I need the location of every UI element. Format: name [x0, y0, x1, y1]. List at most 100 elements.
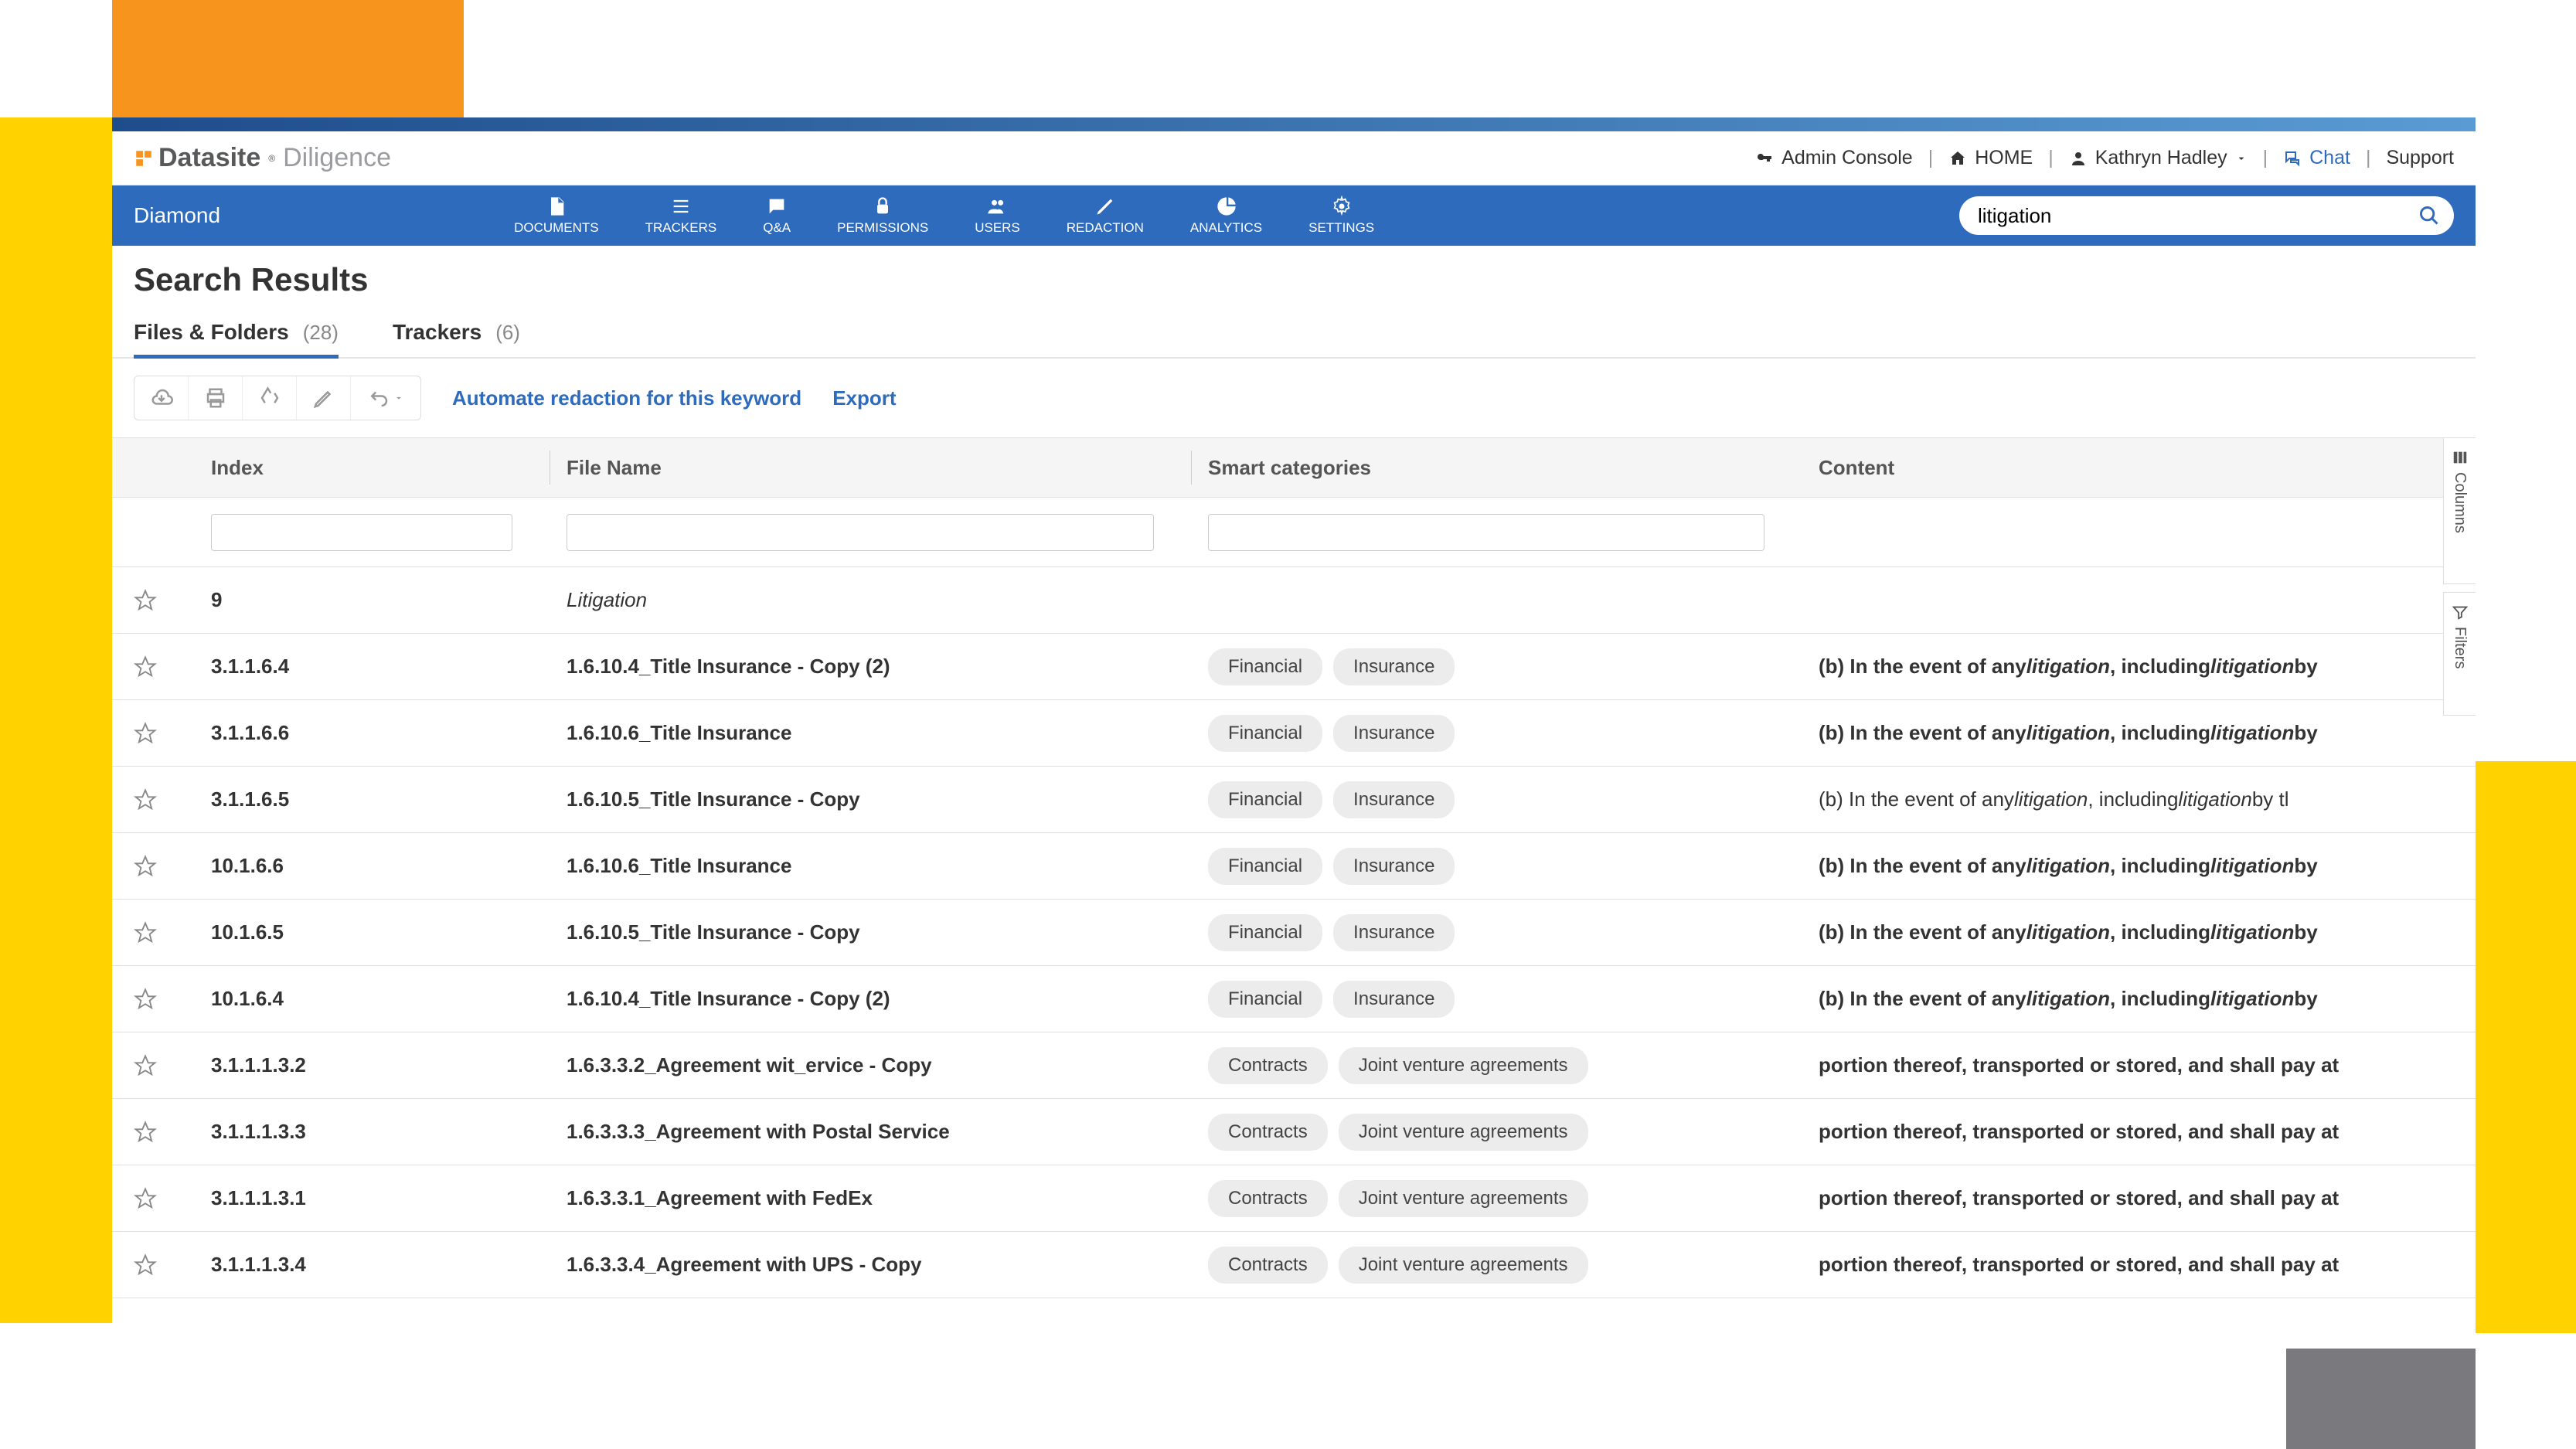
star-icon[interactable] — [134, 1121, 157, 1144]
table-row[interactable]: 10.1.6.41.6.10.4_Title Insurance - Copy … — [112, 966, 2476, 1032]
category-chip[interactable]: Contracts — [1208, 1180, 1328, 1217]
category-chip[interactable]: Insurance — [1333, 848, 1455, 885]
category-chip[interactable]: Joint venture agreements — [1339, 1114, 1588, 1151]
category-chip[interactable]: Joint venture agreements — [1339, 1180, 1588, 1217]
nav-item-trackers[interactable]: TRACKERS — [645, 196, 717, 236]
nav-item-settings[interactable]: SETTINGS — [1308, 196, 1374, 236]
column-header-smart[interactable]: Smart categories — [1208, 456, 1819, 480]
star-icon[interactable] — [134, 988, 157, 1011]
table-row[interactable]: 10.1.6.61.6.10.6_Title InsuranceFinancia… — [112, 833, 2476, 900]
category-chip[interactable]: Financial — [1208, 914, 1322, 951]
table-row[interactable]: 3.1.1.1.3.31.6.3.3.3_Agreement with Post… — [112, 1099, 2476, 1165]
category-chip[interactable]: Financial — [1208, 715, 1322, 752]
star-icon[interactable] — [134, 788, 157, 811]
category-chip[interactable]: Insurance — [1333, 648, 1455, 685]
user-menu[interactable]: Kathryn Hadley — [2069, 147, 2248, 169]
top-header: Datasite ® Diligence Admin Console | HOM… — [112, 131, 2476, 185]
nav-item-documents[interactable]: DOCUMENTS — [514, 196, 599, 236]
admin-console-link[interactable]: Admin Console — [1755, 147, 1913, 169]
app-window: Datasite ® Diligence Admin Console | HOM… — [112, 131, 2476, 1349]
search-box — [1959, 196, 2454, 235]
nav-icon — [766, 196, 788, 217]
edit-button[interactable] — [297, 376, 351, 420]
columns-label: Columns — [2451, 472, 2469, 533]
filter-filename-input[interactable] — [567, 514, 1154, 551]
star-icon[interactable] — [134, 1054, 157, 1077]
category-chip[interactable]: Contracts — [1208, 1047, 1328, 1084]
row-filename: 1.6.3.3.2_Agreement wit_ervice - Copy — [567, 1053, 1208, 1077]
row-index: 3.1.1.6.5 — [211, 787, 567, 811]
star-icon[interactable] — [134, 589, 157, 612]
nav-item-permissions[interactable]: PERMISSIONS — [837, 196, 928, 236]
star-icon[interactable] — [134, 655, 157, 679]
row-filename: 1.6.3.3.3_Agreement with Postal Service — [567, 1120, 1208, 1144]
row-index: 3.1.1.6.4 — [211, 655, 567, 679]
nav-label: DOCUMENTS — [514, 220, 599, 236]
project-name: Diamond — [134, 203, 220, 228]
undo-button[interactable] — [351, 376, 420, 420]
search-input[interactable] — [1959, 196, 2454, 235]
category-chip[interactable]: Insurance — [1333, 715, 1455, 752]
category-chip[interactable]: Joint venture agreements — [1339, 1247, 1588, 1284]
star-icon[interactable] — [134, 921, 157, 944]
nav-icon — [986, 196, 1008, 217]
row-filename: 1.6.10.4_Title Insurance - Copy (2) — [567, 655, 1208, 679]
star-icon[interactable] — [134, 1187, 157, 1210]
tab-trackers[interactable]: Trackers(6) — [393, 320, 520, 357]
category-chip[interactable]: Joint venture agreements — [1339, 1047, 1588, 1084]
filters-panel-toggle[interactable]: Filters — [2443, 592, 2476, 716]
category-chip[interactable]: Financial — [1208, 981, 1322, 1018]
nav-icon — [1094, 196, 1116, 217]
nav-item-users[interactable]: USERS — [975, 196, 1020, 236]
row-content: (b) In the event of any litigation , inc… — [1819, 655, 2476, 679]
filters-label: Filters — [2451, 627, 2469, 668]
nav-item-redaction[interactable]: REDACTION — [1067, 196, 1144, 236]
row-categories: Contracts Joint venture agreements — [1208, 1114, 1819, 1151]
category-chip[interactable]: Financial — [1208, 781, 1322, 818]
export-link[interactable]: Export — [832, 386, 896, 410]
filter-index-input[interactable] — [211, 514, 512, 551]
category-chip[interactable]: Contracts — [1208, 1114, 1328, 1151]
chat-link[interactable]: Chat — [2283, 147, 2350, 169]
category-chip[interactable]: Insurance — [1333, 914, 1455, 951]
home-link[interactable]: HOME — [1948, 147, 2033, 169]
table-row[interactable]: 3.1.1.6.41.6.10.4_Title Insurance - Copy… — [112, 634, 2476, 700]
nav-icon — [546, 196, 567, 217]
table-row[interactable]: 3.1.1.6.61.6.10.6_Title InsuranceFinanci… — [112, 700, 2476, 767]
nav-label: PERMISSIONS — [837, 220, 928, 236]
category-chip[interactable]: Financial — [1208, 848, 1322, 885]
category-chip[interactable]: Financial — [1208, 648, 1322, 685]
table-row[interactable]: 9Litigation — [112, 567, 2476, 634]
filter-row — [112, 498, 2476, 567]
star-icon[interactable] — [134, 722, 157, 745]
search-icon[interactable] — [2418, 205, 2440, 226]
separator: | — [2048, 147, 2054, 169]
table-row[interactable]: 3.1.1.6.51.6.10.5_Title Insurance - Copy… — [112, 767, 2476, 833]
automate-redaction-link[interactable]: Automate redaction for this keyword — [452, 386, 801, 410]
nav-bar: Diamond DOCUMENTS TRACKERS Q&A PERMISSIONS U… — [112, 185, 2476, 246]
tab-files-folders[interactable]: Files & Folders(28) — [134, 320, 339, 357]
nav-item-q&a[interactable]: Q&A — [763, 196, 791, 236]
column-header-index[interactable]: Index — [211, 456, 567, 480]
nav-item-analytics[interactable]: ANALYTICS — [1190, 196, 1262, 236]
table-row[interactable]: 3.1.1.1.3.21.6.3.3.2_Agreement wit_ervic… — [112, 1032, 2476, 1099]
column-header-filename[interactable]: File Name — [567, 456, 1208, 480]
chevron-down-icon — [393, 393, 404, 403]
star-icon[interactable] — [134, 1253, 157, 1277]
filter-smart-input[interactable] — [1208, 514, 1764, 551]
table-row[interactable]: 3.1.1.1.3.41.6.3.3.4_Agreement with UPS … — [112, 1232, 2476, 1298]
recycle-button[interactable] — [243, 376, 297, 420]
category-chip[interactable]: Contracts — [1208, 1247, 1328, 1284]
column-header-content[interactable]: Content — [1819, 456, 2476, 480]
download-button[interactable] — [134, 376, 189, 420]
category-chip[interactable]: Insurance — [1333, 981, 1455, 1018]
table-row[interactable]: 10.1.6.51.6.10.5_Title Insurance - CopyF… — [112, 900, 2476, 966]
table-row[interactable]: 3.1.1.1.3.11.6.3.3.1_Agreement with FedE… — [112, 1165, 2476, 1232]
support-link[interactable]: Support — [2386, 147, 2454, 169]
logo: Datasite ® Diligence — [134, 143, 391, 173]
category-chip[interactable]: Insurance — [1333, 781, 1455, 818]
columns-panel-toggle[interactable]: Columns — [2443, 437, 2476, 584]
star-icon[interactable] — [134, 855, 157, 878]
print-button[interactable] — [189, 376, 243, 420]
nav-icon — [1216, 196, 1237, 217]
